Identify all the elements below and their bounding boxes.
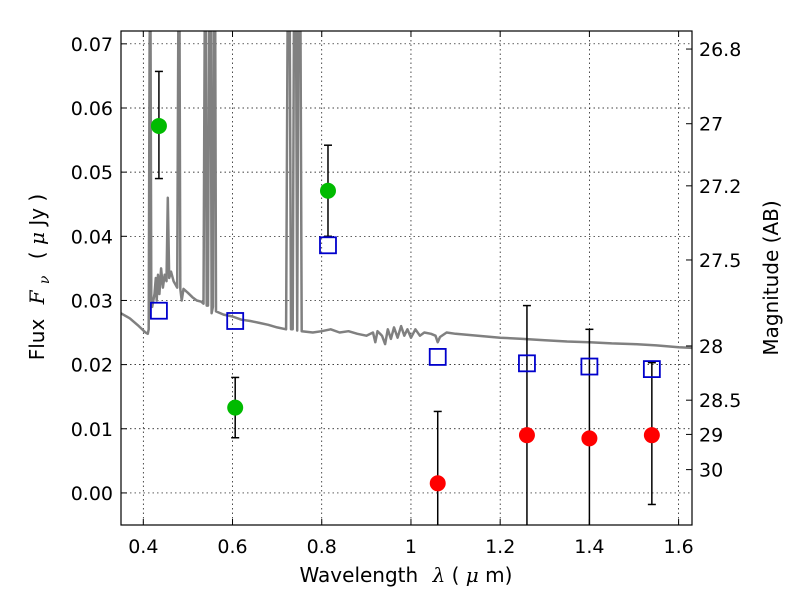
data-point-square [642,360,661,379]
y-axis-label-unit-open: ( [25,245,49,259]
y-tick-label: 0.02 [71,355,113,377]
data-point-square [319,236,337,255]
right-tick-label: 27 [699,114,723,136]
x-axis-label: Wavelength λ ( μ m) [300,563,513,587]
x-tick-label: 0.8 [307,536,337,558]
y-tick-label: 0.03 [71,290,113,312]
axis-ticks: 0.4 0.6 0.8 1 1.2 1.4 1.6 0.00 0.01 0.02 0.03 0.04 0… [71,31,741,558]
data-point-square [428,348,447,366]
y-axis-label-symbol: F [25,289,49,305]
right-tick-label: 28 [699,336,723,358]
data-point-circle [319,182,336,199]
y-axis-label-unit-symbol: μ [25,232,49,245]
data-point-circle [150,117,167,134]
y-axis-label-unit-rest: Jy ) [25,194,49,228]
x-axis-label-unit-rest: m) [485,563,512,587]
x-tick-label: 0.6 [217,536,247,558]
x-axis-label-unit-symbol: μ [466,563,479,587]
x-axis-label-prefix: Wavelength [300,563,419,587]
model-spectrum-line [121,31,692,350]
data-point-square [150,301,168,320]
data-point-circle [227,399,244,416]
right-tick-label: 27.2 [699,176,741,198]
y-tick-label: 0.07 [71,34,113,56]
right-tick-label: 26.8 [699,39,741,61]
x-tick-label: 1.2 [485,536,515,558]
y-tick-label: 0.06 [71,98,113,120]
y-axis-label-subscript: ν [37,275,53,284]
plot-frame [120,30,693,526]
data-point-circle [643,427,660,444]
data-point-square [580,357,599,376]
y-axis-label: Flux F ν ( μ Jy ) [25,194,54,361]
model-spectrum-layer [121,31,692,350]
x-axis-label-unit-open: ( [452,563,460,587]
error-bars [154,70,656,525]
data-point-circle [518,427,535,444]
x-tick-label: 0.4 [128,536,158,558]
right-tick-label: 30 [699,460,723,482]
data-point-square [518,354,536,373]
data-point-circle [581,430,598,447]
data-point-square [226,312,245,330]
right-tick-label: 28.5 [699,390,741,412]
x-tick-label: 1.4 [574,536,604,558]
y-tick-label: 0.05 [71,162,113,184]
x-tick-label: 1 [405,536,417,558]
y-tick-label: 0.04 [71,226,113,248]
right-tick-label: 29 [699,424,723,446]
right-tick-label: 27.5 [699,250,741,272]
data-points [150,117,661,492]
y-tick-label: 0.01 [71,419,113,441]
y-tick-label: 0.00 [71,483,113,505]
y-axis-label-prefix: Flux [25,319,49,361]
x-axis-label-symbol: λ [432,563,446,587]
data-point-circle [429,475,446,492]
right-axis-label: Magnitude (AB) [759,200,783,355]
x-tick-label: 1.6 [664,536,694,558]
